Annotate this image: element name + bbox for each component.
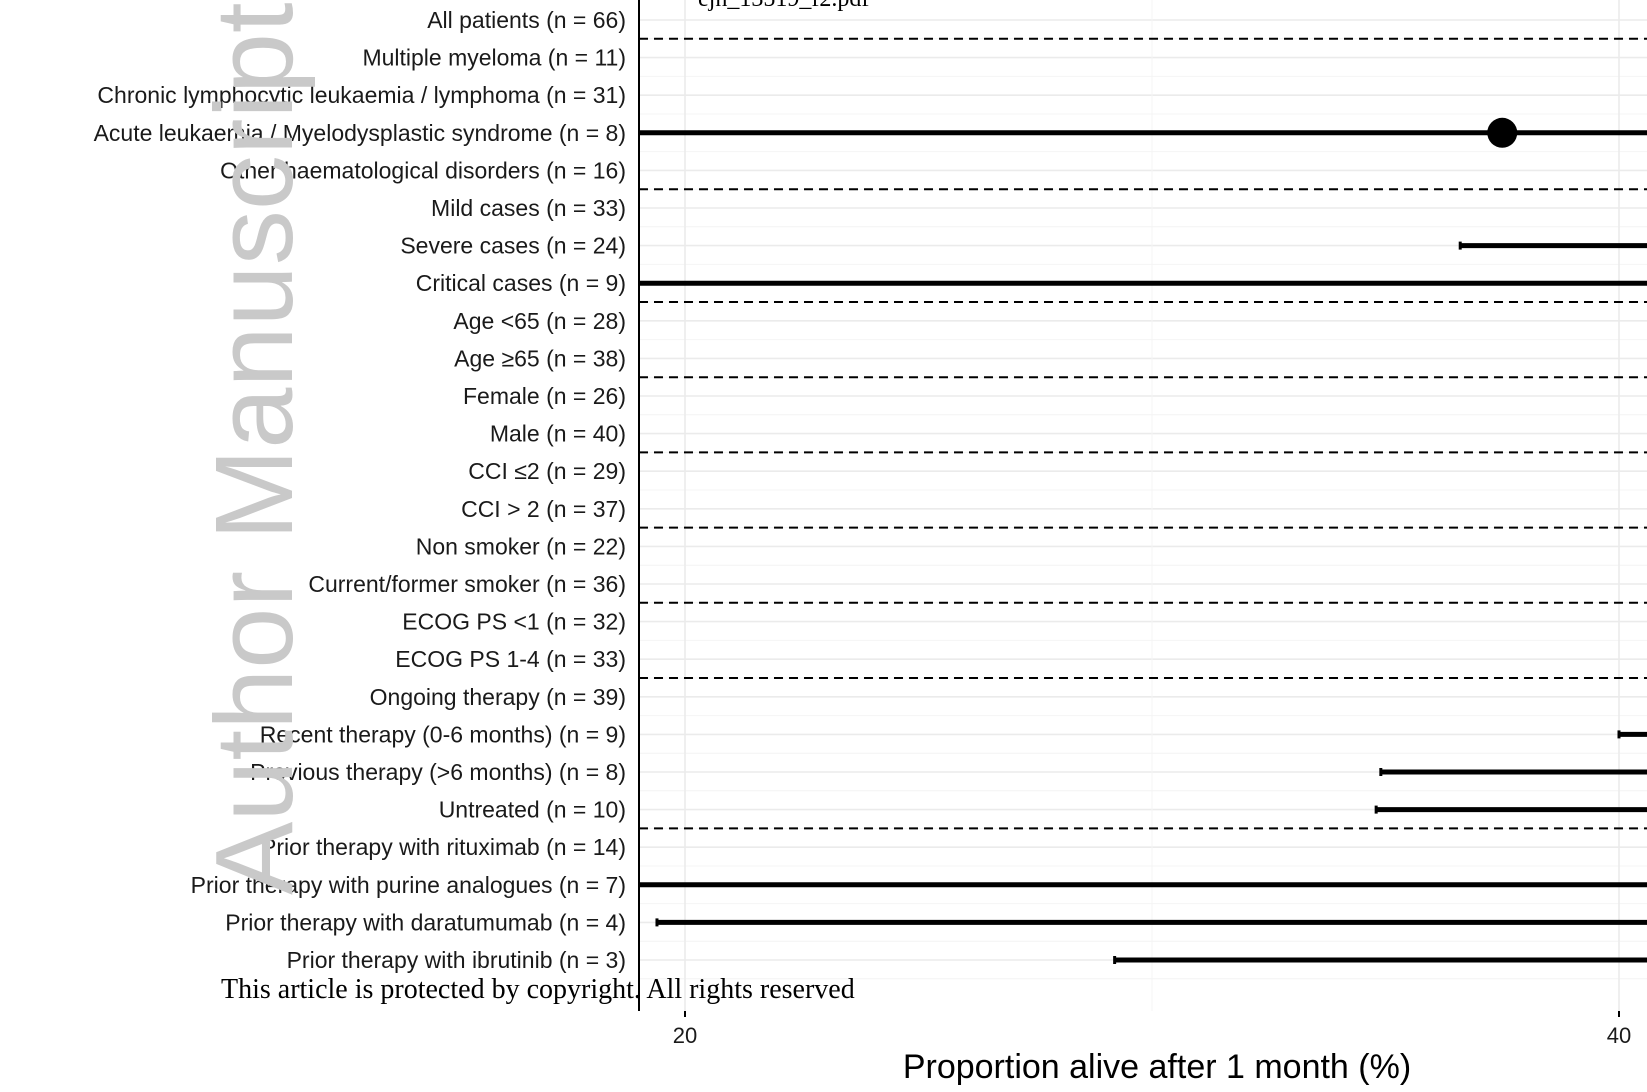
row-label: Untreated (n = 10)	[439, 797, 626, 823]
row-label: Critical cases (n = 9)	[416, 270, 626, 296]
x-axis-title: Proportion alive after 1 month (%)	[903, 1048, 1411, 1086]
row-label: CCI > 2 (n = 37)	[461, 496, 626, 522]
row-label: Age ≥65 (n = 38)	[454, 345, 626, 371]
row-label: Current/former smoker (n = 36)	[308, 571, 626, 597]
row-label: Previous therapy (>6 months) (n = 8)	[250, 759, 626, 785]
row-label: CCI ≤2 (n = 29)	[468, 458, 626, 484]
row-label: Prior therapy with rituximab (n = 14)	[261, 834, 626, 860]
row-label: Chronic lymphocytic leukaemia / lymphoma…	[97, 82, 626, 108]
estimate-row	[1379, 768, 1647, 776]
row-label: All patients (n = 66)	[427, 7, 626, 33]
watermark-vertical-text: Author Manuscript	[193, 2, 316, 895]
row-label: Prior therapy with ibrutinib (n = 3)	[287, 947, 626, 973]
row-labels: All patients (n = 66) Multiple myeloma (n…	[94, 7, 626, 973]
estimate-row	[639, 882, 1647, 888]
row-label: Male (n = 40)	[490, 421, 626, 447]
row-label: Non smoker (n = 22)	[416, 533, 626, 559]
row-label: Prior therapy with daratumumab (n = 4)	[225, 909, 626, 935]
row-label: Ongoing therapy (n = 39)	[370, 684, 626, 710]
estimate-row	[1458, 241, 1647, 250]
estimate-row	[655, 918, 1647, 927]
watermark-copyright: This article is protected by copyright. …	[221, 974, 855, 1005]
row-label: Other haematological disorders (n = 16)	[220, 157, 626, 183]
row-label: Multiple myeloma (n = 11)	[362, 45, 626, 71]
estimate-row	[639, 117, 1647, 148]
estimates	[639, 117, 1647, 964]
row-label: ECOG PS 1-4 (n = 33)	[395, 646, 626, 672]
row-label: Severe cases (n = 24)	[400, 233, 626, 259]
plot-panel	[639, 0, 1647, 1011]
estimate-row	[1617, 730, 1647, 739]
estimate-row	[639, 280, 1647, 286]
row-label: ECOG PS <1 (n = 32)	[402, 609, 626, 635]
row-label: Age <65 (n = 28)	[453, 308, 626, 334]
watermark-file-name: ejh_13519_f2.pdf	[698, 0, 869, 12]
estimate-row	[1113, 956, 1647, 964]
x-axis-ticks: 20406080100	[673, 1011, 1631, 1048]
point-estimate	[1487, 117, 1518, 148]
group-separators	[639, 37, 1647, 830]
row-label: Prior therapy with purine analogues (n =…	[191, 872, 626, 898]
row-label: Mild cases (n = 33)	[431, 195, 626, 221]
row-label: Female (n = 26)	[463, 383, 626, 409]
x-tick-label: 20	[673, 1023, 697, 1048]
row-label: Recent therapy (0-6 months) (n = 9)	[260, 721, 626, 747]
x-tick-label: 40	[1607, 1023, 1631, 1048]
estimate-row	[1374, 805, 1647, 814]
row-label: Acute leukaemia / Myelodysplastic syndro…	[94, 120, 626, 146]
